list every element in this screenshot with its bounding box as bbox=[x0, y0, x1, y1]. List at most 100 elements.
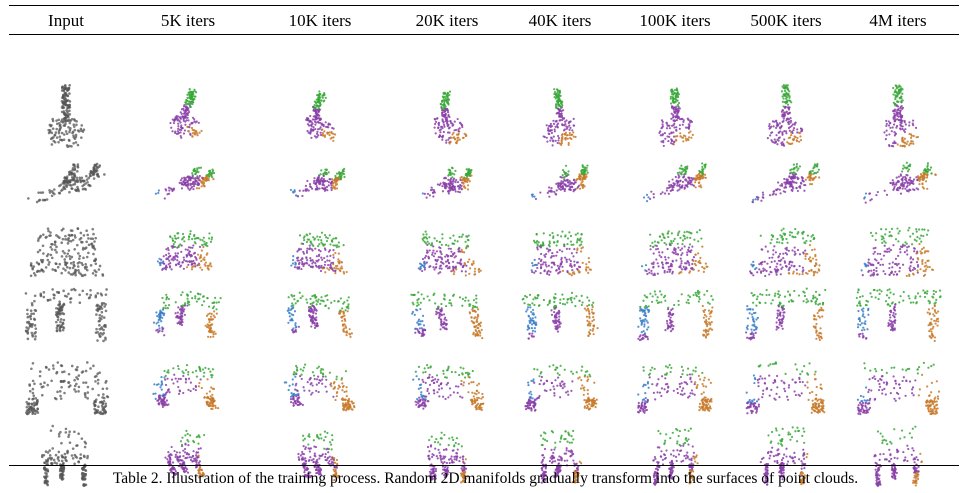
point bbox=[431, 188, 434, 191]
point bbox=[672, 108, 675, 111]
point bbox=[570, 252, 573, 255]
point bbox=[317, 258, 320, 261]
point bbox=[779, 234, 782, 237]
point bbox=[341, 315, 345, 318]
point bbox=[315, 121, 318, 124]
point bbox=[156, 260, 160, 263]
point bbox=[81, 274, 85, 277]
point bbox=[81, 289, 85, 293]
point bbox=[435, 262, 438, 266]
point bbox=[773, 260, 776, 263]
point bbox=[793, 250, 796, 253]
point bbox=[174, 252, 177, 255]
point bbox=[181, 315, 184, 318]
point bbox=[211, 331, 214, 334]
point bbox=[180, 312, 184, 315]
point bbox=[95, 162, 99, 166]
point bbox=[340, 174, 343, 177]
point bbox=[555, 96, 558, 99]
point bbox=[659, 134, 662, 137]
point bbox=[816, 164, 819, 167]
point bbox=[203, 256, 206, 259]
point bbox=[460, 248, 463, 251]
point bbox=[901, 187, 904, 190]
point bbox=[796, 128, 799, 131]
point bbox=[93, 247, 97, 251]
point bbox=[904, 241, 907, 244]
point bbox=[209, 240, 213, 243]
point bbox=[68, 144, 71, 148]
point bbox=[74, 180, 77, 184]
point bbox=[98, 264, 102, 268]
point bbox=[426, 192, 430, 196]
point bbox=[884, 228, 888, 231]
point bbox=[314, 262, 317, 265]
point bbox=[795, 166, 798, 169]
point bbox=[81, 240, 84, 244]
point bbox=[567, 143, 570, 146]
point bbox=[179, 264, 183, 267]
point bbox=[441, 95, 444, 98]
point bbox=[540, 258, 543, 261]
point bbox=[756, 198, 759, 201]
point bbox=[914, 126, 918, 129]
point bbox=[895, 111, 898, 114]
point bbox=[692, 177, 695, 180]
point bbox=[680, 259, 683, 263]
point bbox=[181, 291, 184, 294]
point bbox=[24, 292, 28, 295]
point bbox=[421, 264, 424, 267]
point bbox=[210, 236, 214, 239]
point bbox=[565, 179, 568, 182]
point bbox=[804, 249, 807, 252]
point bbox=[704, 176, 707, 179]
point bbox=[201, 303, 204, 307]
point bbox=[158, 327, 161, 330]
point bbox=[327, 171, 330, 174]
point bbox=[792, 270, 795, 273]
point bbox=[58, 138, 62, 142]
point bbox=[676, 184, 679, 187]
point bbox=[879, 252, 882, 256]
point bbox=[777, 268, 780, 272]
point bbox=[892, 244, 895, 247]
point bbox=[165, 266, 169, 269]
point bbox=[792, 175, 795, 179]
point bbox=[202, 236, 205, 239]
point bbox=[186, 260, 189, 263]
point bbox=[58, 236, 61, 240]
point bbox=[86, 181, 89, 184]
point bbox=[309, 240, 312, 243]
point bbox=[466, 184, 470, 187]
point bbox=[657, 251, 661, 254]
point bbox=[541, 241, 545, 244]
point bbox=[313, 179, 316, 183]
point bbox=[421, 269, 424, 273]
point bbox=[178, 119, 181, 123]
point bbox=[558, 119, 561, 122]
point bbox=[776, 237, 779, 241]
point bbox=[463, 132, 466, 135]
point bbox=[696, 231, 699, 234]
point bbox=[809, 183, 812, 186]
point bbox=[319, 302, 322, 305]
point bbox=[909, 188, 912, 192]
point bbox=[338, 269, 341, 272]
point bbox=[561, 137, 564, 141]
point bbox=[417, 267, 420, 270]
point bbox=[340, 261, 343, 264]
point bbox=[792, 272, 795, 275]
point bbox=[333, 186, 336, 189]
point bbox=[189, 132, 192, 135]
point bbox=[76, 129, 80, 132]
point bbox=[785, 182, 789, 185]
point bbox=[50, 143, 54, 146]
point bbox=[548, 186, 551, 189]
point bbox=[345, 306, 348, 309]
point bbox=[811, 257, 815, 260]
point bbox=[418, 262, 422, 265]
point bbox=[888, 230, 891, 234]
point bbox=[170, 188, 173, 191]
point bbox=[206, 297, 209, 300]
point bbox=[209, 335, 212, 339]
